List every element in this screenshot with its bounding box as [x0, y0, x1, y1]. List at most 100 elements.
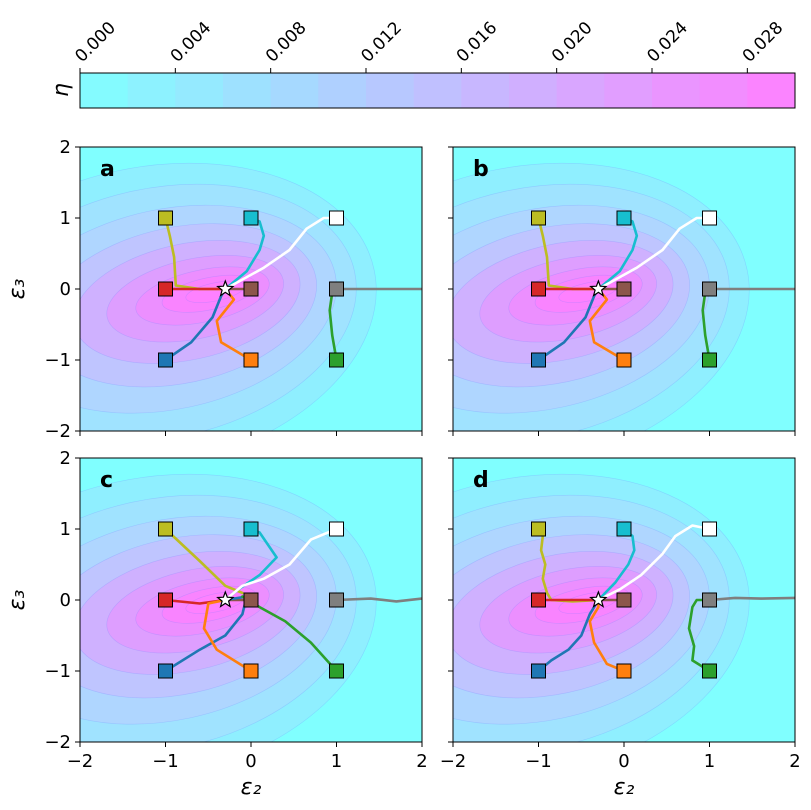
y-axis-label-bottom: ε₃ — [5, 589, 30, 610]
start-marker-red — [531, 592, 546, 608]
y-tick-label: 2 — [60, 448, 71, 469]
y-tick-label: 2 — [60, 137, 71, 158]
colorbar-tick-label: 0.000 — [71, 18, 120, 67]
x-tick-label: 2 — [789, 751, 800, 772]
start-marker-red — [158, 281, 173, 297]
start-marker-brown — [616, 281, 632, 297]
start-marker-cyan — [243, 210, 259, 226]
start-marker-gray — [702, 281, 717, 297]
start-marker-orange — [243, 352, 259, 368]
optimum-star-marker — [216, 279, 235, 297]
x-tick-label: −1 — [152, 751, 179, 772]
start-marker-cyan — [616, 521, 632, 537]
start-marker-olive — [531, 210, 546, 226]
start-marker-green — [702, 352, 717, 368]
trajectory-gray — [335, 597, 422, 603]
y-tick-label: 0 — [60, 279, 71, 300]
y-tick-label: −1 — [44, 350, 71, 371]
start-marker-orange — [616, 663, 632, 679]
start-marker-cyan — [616, 210, 632, 226]
x-tick-label: 2 — [416, 751, 427, 772]
colorbar-tick-label: 0.016 — [453, 18, 502, 67]
panel-b: b — [448, 146, 796, 436]
start-marker-olive — [158, 521, 173, 537]
x-tick-label: −1 — [525, 751, 552, 772]
trajectory-orange — [588, 598, 626, 673]
colorbar-band — [509, 73, 558, 108]
colorbar-band — [604, 73, 653, 108]
colorbar-label: η — [49, 83, 74, 97]
start-marker-white — [702, 210, 717, 226]
y-tick-label: 1 — [60, 519, 71, 540]
optimum-star-marker — [216, 590, 235, 608]
trajectories — [537, 524, 795, 673]
colorbar-tick-label: 0.028 — [739, 18, 788, 67]
panel-a: −2 −1 0 1 2 a — [44, 137, 423, 442]
x-tick-label: 0 — [245, 751, 256, 772]
colorbar-tick-label: 0.012 — [357, 18, 406, 67]
start-marker-brown — [243, 592, 259, 608]
panel-label: a — [100, 157, 115, 182]
colorbar-tick-label: 0.024 — [643, 18, 692, 67]
colorbar-band — [175, 73, 224, 108]
start-marker-orange — [616, 352, 632, 368]
x-tick-label: 0 — [618, 751, 629, 772]
start-marker-green — [329, 352, 344, 368]
start-marker-brown — [243, 281, 259, 297]
y-tick-label: 0 — [60, 590, 71, 611]
colorbar-band — [699, 73, 748, 108]
start-marker-gray — [329, 592, 344, 608]
colorbar-band — [127, 73, 176, 108]
colorbar-ticks: 0.000 0.004 0.008 0.012 0.016 0.020 0.024 0.028 — [71, 18, 787, 73]
x-tick-label: 1 — [331, 751, 342, 772]
optimum-star-marker — [589, 590, 608, 608]
start-marker-red — [158, 592, 173, 608]
trajectory-white — [597, 524, 711, 602]
colorbar-tick-label: 0.008 — [262, 18, 311, 67]
panel-c: −2−2 −1 −1 0 0 1 1 2 2 c — [44, 448, 427, 772]
colorbar: 0.000 0.004 0.008 0.012 0.016 0.020 0.024 0.028… — [49, 18, 796, 109]
trajectory-white — [597, 216, 711, 291]
efficiency-field — [80, 458, 422, 742]
trajectory-orange — [215, 287, 253, 362]
y-tick-label: −2 — [44, 421, 71, 442]
panel-d: −2 −1 0 1 2 d — [440, 457, 801, 772]
y-tick-label: −1 — [44, 661, 71, 682]
start-marker-orange — [243, 663, 259, 679]
start-marker-gray — [329, 281, 344, 297]
colorbar-band — [652, 73, 701, 108]
panel-label: c — [100, 468, 113, 493]
colorbar-bands — [80, 73, 796, 108]
start-marker-white — [702, 521, 717, 537]
start-marker-blue — [158, 663, 173, 679]
trajectory-white — [224, 216, 338, 291]
y-tick-label: −2 — [44, 732, 71, 753]
x-tick-label: −2 — [67, 751, 94, 772]
x-axis-label-left: ε₂ — [241, 775, 262, 800]
trajectory-orange — [202, 598, 253, 673]
colorbar-band — [366, 73, 415, 108]
trajectory-green — [687, 598, 711, 673]
y-tick-label: 1 — [60, 208, 71, 229]
start-marker-cyan — [243, 521, 259, 537]
colorbar-band — [318, 73, 367, 108]
colorbar-band — [80, 73, 129, 108]
start-marker-blue — [531, 663, 546, 679]
y-axis-label-top: ε₃ — [5, 278, 30, 299]
optimum-star-marker — [589, 279, 608, 297]
colorbar-band — [461, 73, 510, 108]
start-marker-gray — [702, 592, 717, 608]
start-marker-green — [329, 663, 344, 679]
colorbar-tick-label: 0.020 — [548, 18, 597, 67]
colorbar-band — [556, 73, 605, 108]
start-marker-white — [329, 210, 344, 226]
trajectory-blue — [537, 598, 600, 673]
x-tick-label: 1 — [704, 751, 715, 772]
trajectory-olive — [164, 527, 244, 595]
panel-label: d — [473, 468, 489, 493]
start-marker-olive — [158, 210, 173, 226]
colorbar-band — [747, 73, 796, 108]
start-marker-brown — [616, 592, 632, 608]
